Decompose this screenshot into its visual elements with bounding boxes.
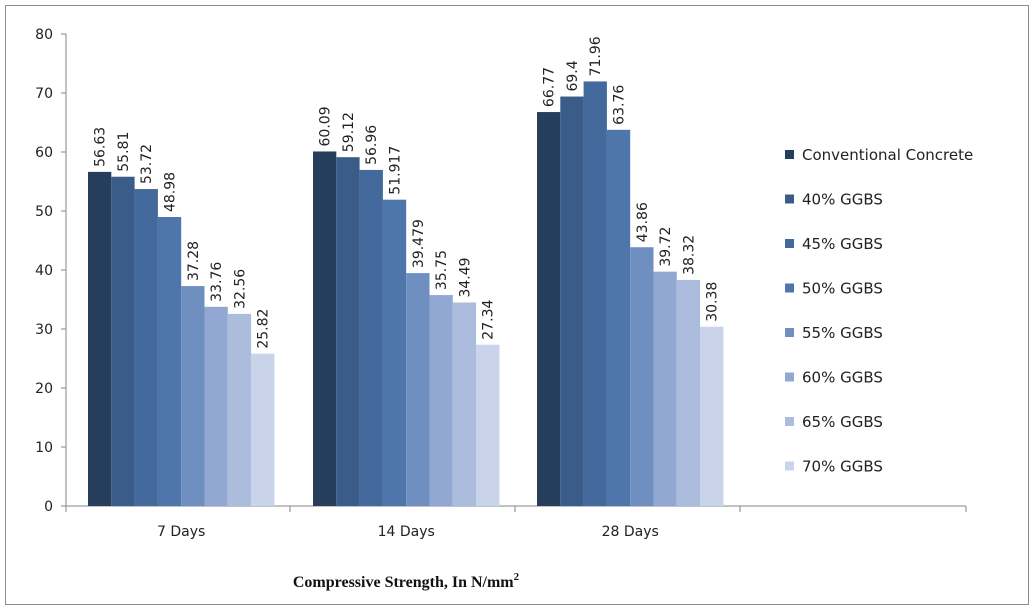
legend-entry: Conventional Concrete [802, 146, 973, 164]
bar [606, 129, 631, 506]
bar [452, 302, 477, 506]
data-label: 60.09 [318, 106, 334, 146]
legend-swatch [785, 417, 794, 426]
x-axis-title: Compressive Strength, In N/mm2 [293, 571, 520, 591]
data-label: 38.32 [681, 235, 697, 275]
bar [88, 171, 112, 506]
data-label: 34.49 [457, 257, 473, 297]
legend-entry: 50% GGBS [802, 280, 883, 298]
data-label: 37.28 [186, 241, 202, 281]
bar [537, 112, 561, 506]
y-tick-label: 10 [35, 440, 53, 456]
data-label: 30.38 [705, 282, 721, 322]
data-label: 39.479 [411, 219, 427, 268]
bar [382, 199, 407, 506]
y-tick-label: 0 [44, 499, 53, 515]
legend-entry: 65% GGBS [802, 413, 883, 431]
legend-entry: 55% GGBS [802, 324, 883, 342]
bar [313, 151, 337, 506]
data-label: 63.76 [612, 85, 628, 125]
data-label: 53.72 [139, 144, 155, 184]
x-axis-title-superscript: 2 [514, 571, 520, 583]
data-label: 56.63 [93, 127, 109, 167]
data-label: 59.12 [341, 112, 357, 152]
legend-swatch [785, 461, 794, 471]
bar [134, 189, 158, 506]
legend-swatch [785, 150, 794, 159]
data-label: 55.81 [116, 132, 132, 172]
data-label: 56.96 [364, 125, 380, 165]
data-label: 33.76 [209, 262, 225, 302]
data-label: 43.86 [635, 202, 651, 242]
y-tick-label: 30 [35, 322, 53, 338]
data-label: 39.72 [658, 227, 674, 267]
data-label: 71.96 [588, 36, 604, 76]
bar [560, 96, 584, 506]
legend-swatch [785, 372, 794, 382]
legend-swatch [785, 328, 794, 337]
data-label: 27.34 [481, 300, 497, 340]
bar [181, 286, 205, 506]
bar [429, 295, 453, 506]
y-tick-label: 70 [35, 86, 53, 102]
legend-entry: 60% GGBS [802, 369, 883, 387]
y-tick-label: 50 [35, 204, 53, 220]
x-axis-title-text: Compressive Strength, In N/mm [293, 574, 514, 591]
bar [336, 157, 360, 506]
bar [476, 344, 500, 506]
y-tick-label: 40 [35, 263, 53, 279]
bar [111, 176, 135, 506]
bar [251, 353, 275, 506]
data-label: 32.56 [232, 269, 248, 309]
bar-chart: 0 10 20 30 40 50 60 70 80 56.63 55.81 53.72 48.98 37.… [35, 27, 973, 591]
bar [157, 217, 182, 506]
bar [630, 247, 654, 506]
y-tick-label: 80 [35, 27, 53, 43]
legend-entry: 45% GGBS [802, 235, 883, 253]
data-label: 35.75 [434, 250, 450, 290]
bar [406, 273, 430, 506]
y-tick-label: 20 [35, 381, 53, 397]
data-label: 66.77 [542, 67, 558, 107]
bar [359, 169, 383, 506]
legend-entry: 40% GGBS [802, 191, 883, 209]
data-label: 25.82 [256, 309, 272, 349]
bar [204, 306, 228, 506]
legend-swatch [785, 283, 794, 293]
y-tick-label: 60 [35, 145, 53, 161]
x-tick-label: 28 Days [602, 524, 659, 540]
chart-frame: 0 10 20 30 40 50 60 70 80 56.63 55.81 53.72 48.98 37.… [5, 5, 1029, 605]
legend-swatch [785, 194, 794, 204]
legend-entry: 70% GGBS [802, 458, 883, 476]
bar [583, 81, 607, 506]
bar [700, 326, 724, 506]
data-label: 69.4 [565, 60, 581, 91]
bar [653, 271, 677, 506]
data-label: 51.917 [388, 146, 404, 195]
bar [676, 279, 701, 506]
legend-swatch [785, 239, 794, 248]
x-tick-label: 14 Days [378, 524, 435, 540]
x-tick-label: 7 Days [157, 524, 205, 540]
bar [227, 313, 252, 506]
data-label: 48.98 [163, 172, 179, 212]
